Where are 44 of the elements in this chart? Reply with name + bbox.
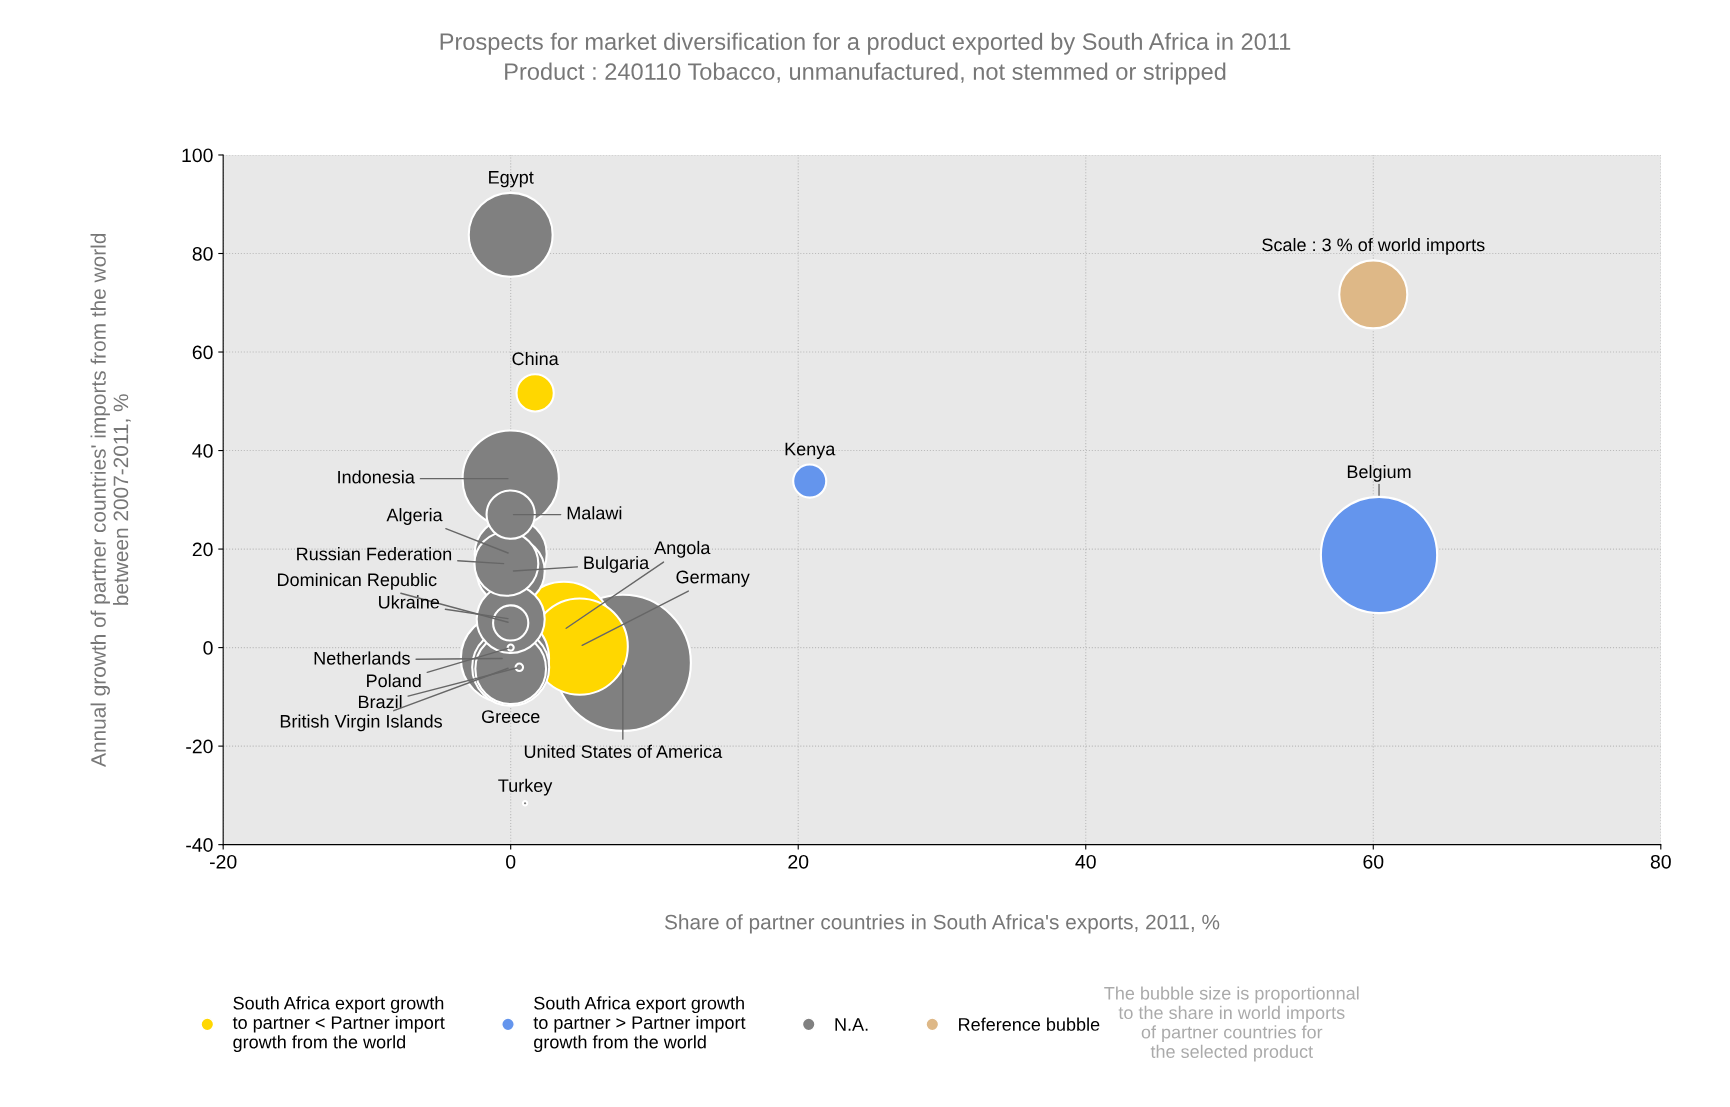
x-tick-label: 80: [1650, 854, 1671, 869]
y-tick-label: 0: [203, 641, 213, 655]
y-tick-label: 20: [192, 542, 213, 557]
annotation: Kenya: [785, 442, 836, 460]
annotation: Ukraine: [379, 595, 440, 609]
annotation: Brazil: [358, 695, 402, 709]
annotation: Turkey: [498, 778, 553, 796]
annotation: Netherlands: [314, 651, 410, 665]
chart-title: Prospects for market diversification for a product exported by South Africa in 2011: [440, 32, 1291, 55]
annotation: Greece: [482, 710, 540, 723]
annotation: Malawi: [567, 506, 622, 520]
annotation: Scale : 3 % of world imports: [1262, 237, 1485, 255]
annotation: Bulgaria: [584, 555, 650, 573]
y-axis-title: Annual growth of partner countries' imports from the world between 2007-2011, %: [90, 233, 131, 767]
legend-label: Reference bubble: [959, 1017, 1100, 1031]
annotation: Dominican Republic: [278, 572, 437, 590]
x-tick-label: 60: [1363, 854, 1384, 869]
annotation: Egypt: [489, 171, 534, 188]
x-tick-label: 0: [506, 854, 516, 869]
y-tick-label: 40: [192, 444, 213, 458]
y-tick-label: -40: [186, 838, 213, 852]
annotation: Indonesia: [338, 470, 415, 484]
annotation: United States of America: [524, 744, 723, 758]
y-tick-label: -20: [186, 739, 213, 754]
legend-label: N.A.: [835, 1018, 868, 1031]
annotation: Poland: [367, 673, 421, 688]
y-tick-label: 80: [192, 246, 213, 261]
legend-label: South Africa export growth to partner > Partner import growth from the world: [533, 996, 746, 1053]
x-tick-label: -20: [209, 854, 237, 869]
annotation: Algeria: [386, 508, 443, 525]
y-tick-label: 60: [192, 345, 213, 360]
annotation: Angola: [654, 540, 711, 558]
annotation: Germany: [676, 570, 750, 587]
annotation: British Virgin Islands: [280, 714, 442, 732]
x-tick-label: 40: [1075, 854, 1096, 869]
annotation: Russian Federation: [297, 547, 452, 561]
chart-subtitle: Product : 240110 Tobacco, unmanufactured, not stemmed or stripped: [505, 62, 1226, 85]
x-axis-title: Share of partner countries in South Africa's exports, 2011, %: [664, 914, 1220, 934]
text: The bubble size is proportionnal to the share in world imports of partner countries for the selected product: [1104, 986, 1359, 1062]
annotation: Belgium: [1347, 464, 1411, 482]
y-tick-label: 100: [182, 148, 213, 163]
annotation: China: [512, 351, 559, 366]
legend-label: South Africa export growth to partner < Partner import growth from the world: [232, 996, 445, 1053]
x-tick-label: 20: [788, 854, 809, 869]
